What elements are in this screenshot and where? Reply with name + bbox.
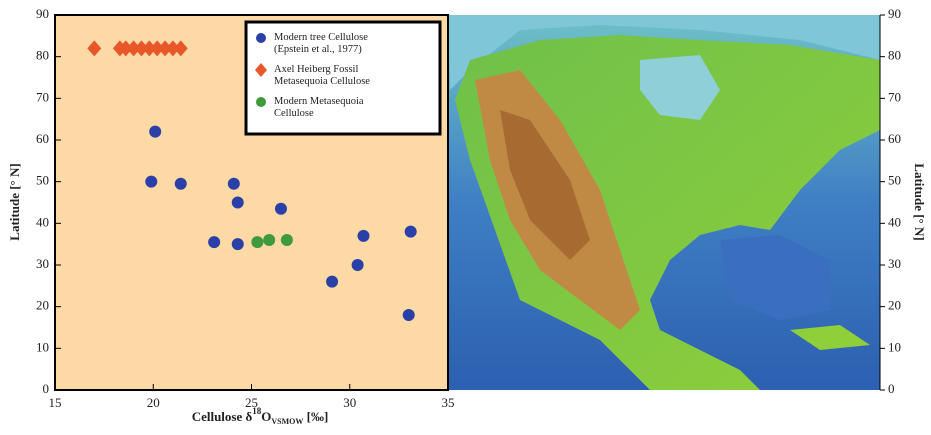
- y2-tick-label: 30: [888, 256, 901, 271]
- point: [232, 197, 244, 209]
- x-axis-label: Cellulose δ18OVSMOW [‰]: [192, 406, 329, 426]
- point: [352, 259, 364, 271]
- y2-tick-label: 40: [888, 214, 901, 229]
- x-label-part: Cellulose δ: [192, 409, 253, 424]
- point: [208, 236, 220, 248]
- x-label-sub: VSMOW: [271, 417, 303, 426]
- point: [275, 203, 287, 215]
- x-label-part: O: [261, 409, 271, 424]
- x-tick-label: 25: [245, 395, 258, 410]
- y2-tick-label: 80: [888, 48, 901, 63]
- point: [145, 176, 157, 188]
- y-tick-label: 50: [36, 173, 49, 188]
- x-tick-label: 15: [49, 395, 62, 410]
- legend-label: Modern tree Cellulose(Epstein et al., 19…: [274, 32, 368, 55]
- figure: Cellulose δ18OVSMOW [‰] Latitude [° N] L…: [0, 0, 931, 435]
- y-tick-label: 60: [36, 131, 49, 146]
- y-tick-label: 90: [36, 6, 49, 21]
- point: [263, 234, 275, 246]
- point: [403, 309, 415, 321]
- y-tick-label: 80: [36, 48, 49, 63]
- point: [405, 226, 417, 238]
- point: [228, 178, 240, 190]
- point: [281, 234, 293, 246]
- legend: Modern tree Cellulose(Epstein et al., 19…: [246, 22, 440, 134]
- point: [251, 236, 263, 248]
- point: [232, 238, 244, 250]
- legend-marker: [256, 33, 266, 43]
- y-tick-label: 30: [36, 256, 49, 271]
- y-tick-label: 0: [43, 381, 50, 396]
- y2-tick-label: 60: [888, 131, 901, 146]
- point: [175, 178, 187, 190]
- y-tick-label: 70: [36, 89, 49, 104]
- x-label-part: [‰]: [303, 409, 328, 424]
- y2-axis-label: Latitude [° N]: [912, 163, 927, 240]
- point: [149, 126, 161, 138]
- y2-tick-label: 0: [888, 381, 895, 396]
- y-tick-label: 10: [36, 339, 49, 354]
- x-tick-label: 35: [442, 395, 455, 410]
- x-tick-label: 30: [343, 395, 356, 410]
- y-tick-label: 20: [36, 298, 49, 313]
- legend-marker: [256, 97, 266, 107]
- x-tick-label: 20: [147, 395, 160, 410]
- map: [448, 15, 880, 390]
- point: [326, 276, 338, 288]
- y2-tick-label: 20: [888, 298, 901, 313]
- y2-tick-label: 10: [888, 339, 901, 354]
- y-axis-label: Latitude [° N]: [7, 163, 22, 240]
- y2-tick-label: 90: [888, 6, 901, 21]
- y2-tick-label: 50: [888, 173, 901, 188]
- y2-tick-label: 70: [888, 89, 901, 104]
- point: [358, 230, 370, 242]
- y-tick-label: 40: [36, 214, 49, 229]
